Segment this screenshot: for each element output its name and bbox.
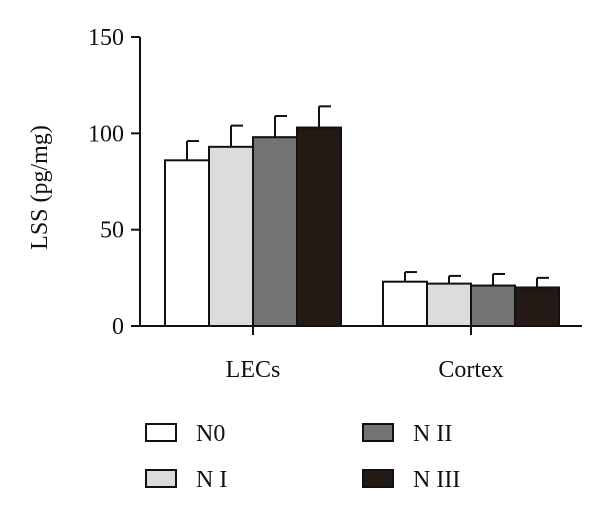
legend: N0 N I N II N III xyxy=(145,421,460,493)
bar xyxy=(470,284,516,328)
y-tick-label: 150 xyxy=(88,25,124,51)
legend-swatch xyxy=(362,423,394,442)
legend-swatch xyxy=(145,423,177,442)
y-tick-label: 100 xyxy=(88,121,124,147)
y-tick-label: 50 xyxy=(100,218,124,244)
legend-swatch xyxy=(145,469,177,488)
category-label: LECs xyxy=(226,357,281,383)
legend-swatch xyxy=(362,469,394,488)
y-axis-title: LSS (pg/mg) xyxy=(27,125,53,250)
bar xyxy=(208,145,254,327)
legend-label: N0 xyxy=(196,421,225,447)
bar xyxy=(382,280,428,328)
bars xyxy=(164,105,560,328)
bar xyxy=(514,286,560,328)
legend-label: N III xyxy=(413,467,460,493)
bar xyxy=(164,159,210,327)
axes: 0 50 100 150 LSS (pg/mg) LECs Cortex xyxy=(27,25,582,383)
bar xyxy=(426,282,472,328)
legend-label: N I xyxy=(196,467,227,493)
legend-label: N II xyxy=(413,421,452,447)
bar xyxy=(296,126,342,328)
category-label: Cortex xyxy=(438,357,503,383)
bar xyxy=(252,136,298,327)
y-tick-label: 0 xyxy=(112,314,124,340)
